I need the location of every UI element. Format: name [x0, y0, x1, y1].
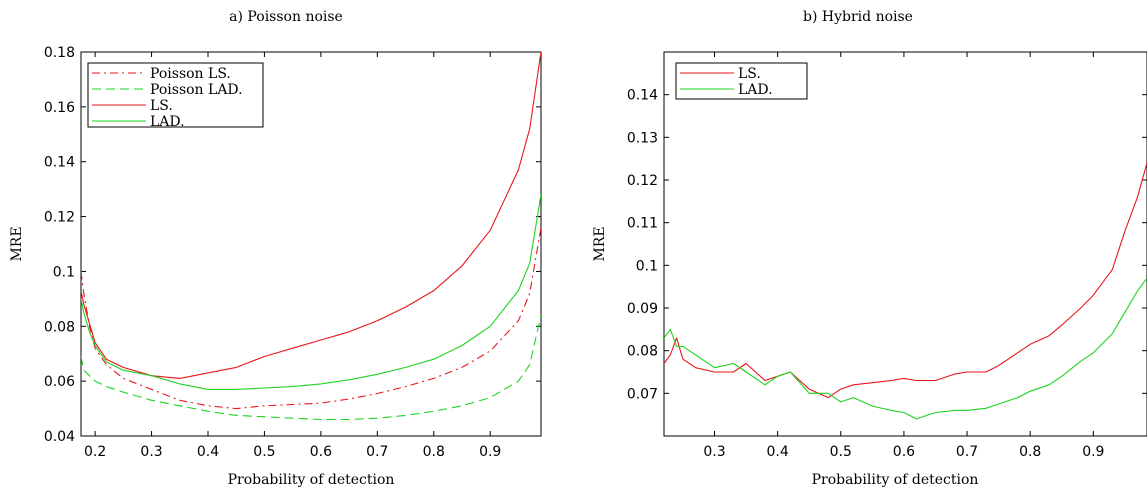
- chart-title: a) Poisson noise: [229, 9, 343, 25]
- x-tick-label: 0.9: [479, 444, 501, 460]
- y-tick-label: 0.13: [627, 130, 658, 146]
- y-tick-label: 0.12: [44, 210, 75, 226]
- x-axis-label: Probability of detection: [812, 472, 979, 488]
- x-tick-label: 0.6: [310, 444, 332, 460]
- x-tick-label: 0.3: [140, 444, 162, 460]
- legend-label: LAD.: [150, 114, 185, 130]
- x-tick-label: 0.8: [423, 444, 445, 460]
- legend-label: LAD.: [738, 82, 773, 98]
- series-lines: [664, 162, 1147, 420]
- chart-poisson-noise: a) Poisson noise 0.2 0.3 0.4 0.5 0.6 0.7 0.8 0.…: [9, 9, 542, 488]
- legend-box: [675, 62, 808, 100]
- plot-frame: [80, 51, 542, 437]
- y-tick-label: 0.08: [627, 344, 658, 360]
- x-tick-label: 0.4: [767, 444, 789, 460]
- x-tick-label: 0.9: [1082, 444, 1104, 460]
- axis-ticks: 0.2 0.3 0.4 0.5 0.6 0.7 0.8 0.9 0.04 0.06 0.08 0.1 0…: [44, 45, 541, 460]
- y-axis-label: MRE: [9, 226, 25, 261]
- legend-label: Poisson LAD.: [150, 82, 243, 98]
- series-lines: [81, 52, 541, 421]
- x-tick-label: 0.4: [197, 444, 219, 460]
- y-tick-label: 0.14: [627, 88, 658, 104]
- y-tick-label: 0.08: [44, 319, 75, 335]
- y-tick-label: 0.16: [44, 100, 75, 116]
- x-tick-label: 0.2: [84, 444, 106, 460]
- y-tick-label: 0.06: [44, 374, 75, 390]
- series-line-poisson-ls: [81, 227, 541, 410]
- chart-title: b) Hybrid noise: [803, 9, 913, 25]
- y-tick-label: 0.07: [627, 386, 658, 402]
- legend-label: Poisson LS.: [150, 66, 231, 82]
- x-tick-label: 0.7: [366, 444, 388, 460]
- y-tick-label: 0.14: [44, 155, 75, 171]
- legend-label: LS.: [738, 66, 761, 82]
- series-line-poisson-lad: [81, 315, 541, 421]
- legend-box: [87, 62, 264, 128]
- axis-ticks: 0.3 0.4 0.5 0.6 0.7 0.8 0.9 0.07 0.08 0.09 0.1 0.11…: [627, 52, 1147, 460]
- y-axis-label: MRE: [592, 226, 608, 261]
- x-tick-label: 0.5: [830, 444, 852, 460]
- legend: Poisson LS.Poisson LAD.LS.LAD.: [87, 62, 264, 130]
- x-tick-label: 0.3: [703, 444, 725, 460]
- legend-label: LS.: [150, 98, 173, 114]
- x-tick-label: 0.8: [1019, 444, 1041, 460]
- y-tick-label: 0.18: [44, 45, 75, 61]
- x-tick-label: 0.5: [253, 444, 275, 460]
- plot-frame: [663, 51, 1147, 437]
- y-tick-label: 0.1: [53, 264, 75, 280]
- y-tick-label: 0.11: [627, 216, 658, 232]
- y-tick-label: 0.09: [627, 301, 658, 317]
- y-tick-label: 0.04: [44, 429, 75, 445]
- series-line-lad: [664, 277, 1147, 420]
- series-line-ls: [81, 52, 541, 379]
- y-tick-label: 0.12: [627, 173, 658, 189]
- x-tick-label: 0.6: [893, 444, 915, 460]
- x-axis-label: Probability of detection: [228, 472, 395, 488]
- series-line-lad: [81, 194, 541, 390]
- chart-hybrid-noise: b) Hybrid noise 0.3 0.4 0.5 0.6 0.7 0.8 0.9 0.0…: [592, 9, 1147, 488]
- series-line-ls: [664, 162, 1147, 399]
- y-tick-label: 0.1: [636, 258, 658, 274]
- legend: LS.LAD.: [675, 62, 808, 100]
- x-tick-label: 0.7: [956, 444, 978, 460]
